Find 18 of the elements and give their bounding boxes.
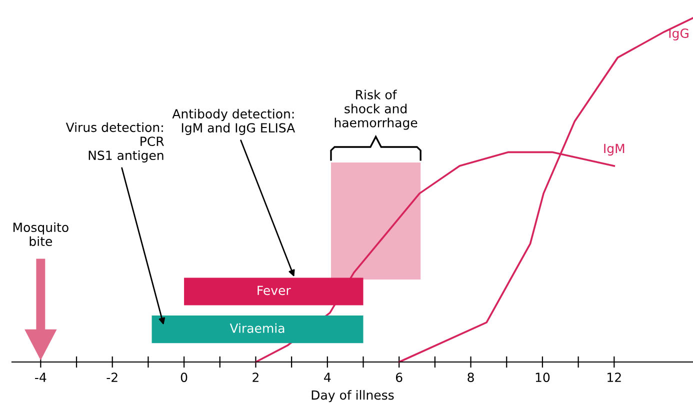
annotation: Antibody detection: IgM and IgG ELISA	[172, 108, 296, 135]
series-label: IgM	[604, 144, 624, 156]
x-tick-label: 0	[180, 372, 188, 382]
x-tick-label: -4	[35, 372, 46, 382]
x-axis-title: Day of illness	[312, 390, 394, 402]
x-tick-label: 2	[252, 372, 258, 382]
x-tick-label: 6	[396, 372, 402, 382]
x-tick-label: 8	[468, 372, 474, 382]
x-tick-label: 4	[324, 372, 331, 382]
x-tick-label: 10	[536, 372, 550, 382]
annotation: Mosquito bite	[13, 222, 68, 246]
annotation: Virus detection: PCR NS1 antigen	[66, 122, 164, 162]
series-label: IgG	[669, 28, 688, 40]
band-label: Fever	[258, 286, 291, 296]
band-label: Viraemia	[230, 323, 284, 333]
x-tick-label: 12	[608, 372, 621, 382]
band-label: Risk of shock and haemorrhage	[334, 90, 418, 130]
x-tick-label: -2	[106, 372, 118, 382]
